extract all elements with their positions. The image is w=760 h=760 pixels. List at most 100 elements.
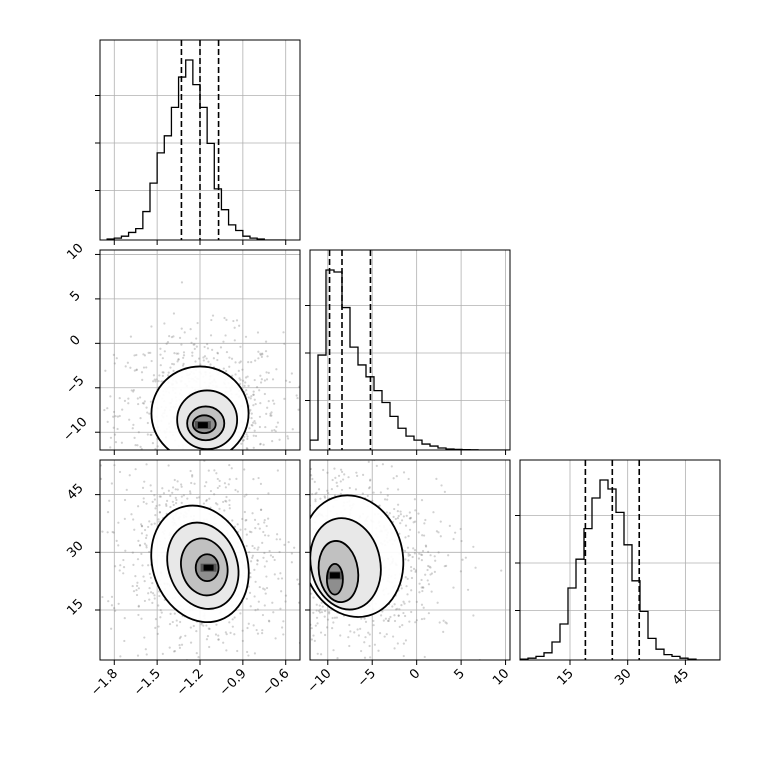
scatter-point <box>145 406 148 409</box>
scatter-point <box>212 452 214 454</box>
scatter-point <box>398 608 401 611</box>
scatter-point <box>177 352 180 355</box>
scatter-point <box>202 502 206 505</box>
scatter-point <box>137 402 140 406</box>
scatter-point <box>311 477 314 481</box>
scatter-point <box>212 482 214 484</box>
scatter-point <box>184 458 186 460</box>
scatter-point <box>270 463 272 465</box>
scatter-point <box>258 389 261 392</box>
scatter-point <box>135 353 138 357</box>
scatter-point <box>147 525 150 529</box>
scatter-point <box>162 456 164 458</box>
scatter-point <box>300 540 302 542</box>
scatter-point <box>207 360 210 363</box>
scatter-point <box>176 360 179 363</box>
scatter-point <box>118 569 121 572</box>
scatter-point <box>140 524 144 528</box>
scatter-point <box>145 546 148 549</box>
scatter-point <box>289 581 291 583</box>
scatter-point <box>139 445 142 449</box>
scatter-point <box>232 319 235 323</box>
scatter-point <box>356 628 359 631</box>
scatter-point <box>418 591 421 594</box>
scatter-point <box>228 478 231 481</box>
scatter-point <box>273 428 276 432</box>
scatter-point <box>184 450 186 452</box>
scatter-point <box>140 552 143 556</box>
scatter-point <box>323 495 326 498</box>
scatter-point <box>195 457 197 459</box>
scatter-point <box>214 490 216 492</box>
scatter-point <box>145 366 148 369</box>
scatter-point <box>263 518 266 522</box>
scatter-point <box>404 524 408 527</box>
scatter-point <box>172 363 176 366</box>
scatter-point <box>205 481 208 484</box>
scatter-point <box>154 514 157 517</box>
scatter-point <box>148 572 151 575</box>
scatter-point <box>255 628 258 632</box>
scatter-point <box>410 576 414 580</box>
scatter-point <box>180 281 184 284</box>
scatter-point <box>249 576 252 579</box>
scatter-point <box>400 587 403 590</box>
scatter-point <box>290 622 292 624</box>
scatter-point <box>140 466 142 468</box>
scatter-point <box>315 491 318 494</box>
scatter-point <box>163 462 165 464</box>
scatter-point <box>230 453 232 455</box>
scatter-point <box>243 510 246 514</box>
scatter-point <box>323 609 327 613</box>
scatter-point <box>117 487 119 489</box>
scatter-point <box>154 618 158 621</box>
scatter-point <box>256 632 260 635</box>
scatter-point <box>186 497 189 500</box>
scatter-point <box>166 341 170 344</box>
scatter-point <box>225 649 228 652</box>
scatter-point <box>354 488 358 491</box>
scatter-point <box>337 687 339 689</box>
scatter-point <box>397 614 400 617</box>
scatter-point <box>170 336 174 339</box>
scatter-point <box>246 482 248 484</box>
scatter-point <box>302 578 304 580</box>
scatter-point <box>363 656 367 659</box>
scatter-point <box>149 591 153 594</box>
joint-content <box>100 453 300 660</box>
scatter-point <box>347 476 350 479</box>
scatter-point <box>244 376 248 379</box>
scatter-point <box>158 520 161 523</box>
scatter-point <box>205 498 208 502</box>
scatter-point <box>216 358 219 362</box>
scatter-point <box>149 576 152 579</box>
panel-frame <box>309 459 511 661</box>
scatter-point <box>243 435 246 438</box>
scatter-point <box>384 617 387 620</box>
scatter-point <box>153 594 156 597</box>
scatter-point <box>345 427 347 429</box>
scatter-point <box>244 335 248 338</box>
scatter-point <box>258 527 261 530</box>
scatter-point <box>264 350 268 353</box>
scatter-point <box>312 634 315 637</box>
scatter-point <box>297 408 300 411</box>
scatter-point <box>279 572 282 575</box>
scatter-point <box>437 551 440 554</box>
scatter-point <box>288 380 291 384</box>
scatter-point <box>136 558 140 561</box>
scatter-point <box>276 421 280 424</box>
scatter-point <box>366 662 368 664</box>
scatter-point <box>256 542 258 544</box>
scatter-point <box>91 369 93 371</box>
scatter-point <box>123 517 126 520</box>
scatter-point <box>141 476 143 478</box>
scatter-point <box>316 652 319 655</box>
scatter-point <box>191 351 194 354</box>
scatter-point <box>140 447 143 450</box>
scatter-point <box>315 609 318 612</box>
scatter-point <box>160 453 162 455</box>
scatter-point <box>194 472 196 474</box>
scatter-point <box>164 458 166 460</box>
scatter-point <box>257 523 260 526</box>
